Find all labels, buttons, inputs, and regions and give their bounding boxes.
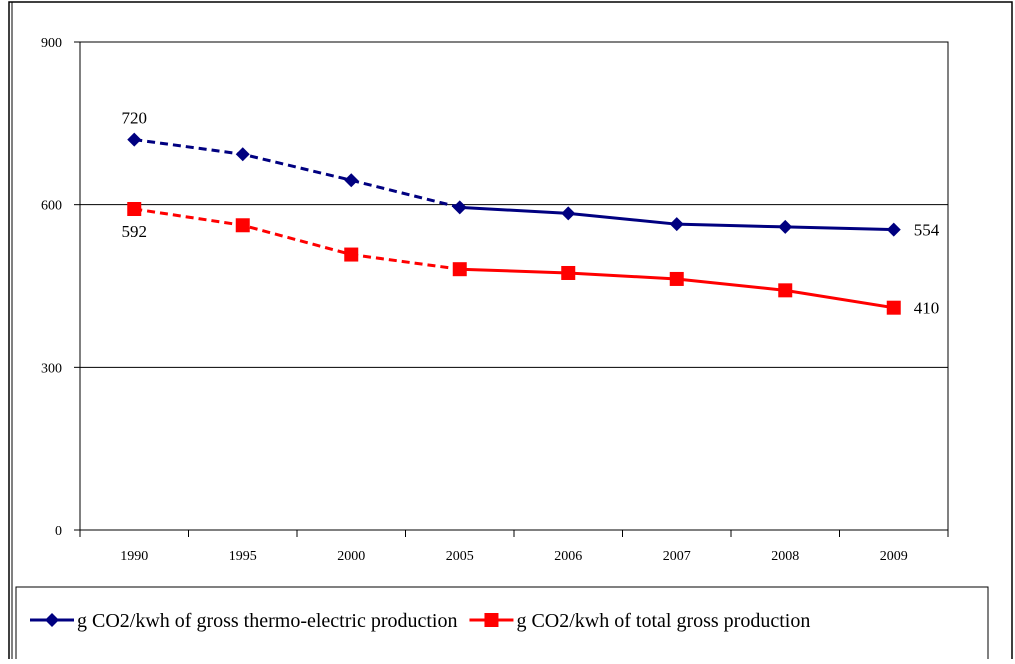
data-label: 592 (122, 222, 148, 241)
plot-frame (79, 41, 949, 531)
legend-label: g CO2/kwh of total gross production (516, 610, 810, 632)
marker (886, 222, 901, 237)
marker (235, 218, 250, 233)
marker (561, 265, 576, 280)
marker (452, 262, 467, 277)
marker (344, 247, 359, 262)
y-tick-label: 900 (41, 36, 62, 51)
outer-frame (8, 1, 1013, 664)
y-tick-label: 300 (41, 361, 62, 376)
x-tick-label: 2009 (880, 549, 908, 564)
legend-label: g CO2/kwh of gross thermo-electric produ… (77, 610, 457, 632)
marker (484, 613, 499, 627)
marker (669, 271, 684, 286)
data-label: 410 (914, 299, 940, 318)
data-label: 720 (122, 109, 148, 128)
x-tick-label: 1990 (120, 549, 148, 564)
marker (669, 217, 684, 232)
marker (235, 147, 250, 162)
line-dashed (134, 138, 461, 209)
line-dashed (134, 207, 460, 271)
marker (45, 613, 59, 627)
x-tick-label: 2007 (663, 549, 691, 564)
x-tick-label: 1995 (229, 549, 257, 564)
marker (886, 300, 901, 315)
x-tick-label: 2000 (337, 549, 365, 564)
marker (778, 219, 793, 234)
marker (127, 132, 142, 147)
x-tick-label: 2005 (446, 549, 474, 564)
data-label: 554 (914, 221, 940, 240)
y-tick-label: 0 (55, 524, 62, 539)
marker (127, 202, 142, 217)
x-tick-label: 2006 (554, 549, 582, 564)
y-tick-label: 600 (41, 199, 62, 214)
marker (561, 206, 576, 221)
marker (344, 173, 359, 188)
marker (452, 200, 467, 215)
x-tick-label: 2008 (771, 549, 799, 564)
legend-box (15, 586, 989, 664)
marker (778, 283, 793, 298)
